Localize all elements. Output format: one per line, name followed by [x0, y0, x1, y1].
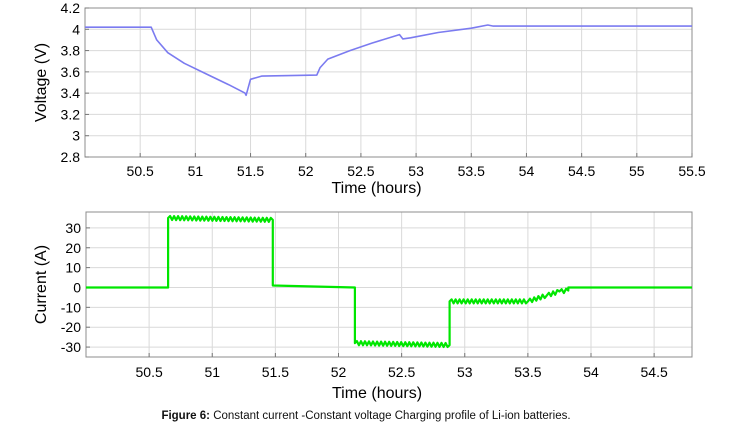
- charts-canvas: 50.5 51 51.5 52 52.5 53 53.5 54 54.5 55 55.5 2.8 3 3.…: [33, 0, 706, 402]
- voltage-ytick-label-6: 4: [72, 21, 80, 37]
- current-ytick-label-2: -10: [61, 299, 81, 315]
- caption-text: Constant current -Constant voltage Charg…: [213, 410, 571, 422]
- current-xtick-label-5: 53: [457, 364, 473, 380]
- voltage-ytick-label-2: 3.2: [61, 106, 81, 122]
- voltage-ytick-label-7: 4.2: [61, 0, 81, 16]
- current-xtick-label-3: 52: [331, 364, 347, 380]
- voltage-chart: 50.5 51 51.5 52 52.5 53 53.5 54 54.5 55 55.5 2.8 3 3.…: [33, 0, 706, 197]
- voltage-xtick-label-1: 51: [188, 163, 204, 179]
- voltage-ylabel: Voltage (V): [33, 43, 50, 122]
- caption-label: Figure 6:: [161, 410, 210, 422]
- voltage-xtick-label-9: 55: [629, 163, 645, 179]
- figure-caption: Figure 6: Constant current -Constant vol…: [0, 410, 732, 422]
- current-ytick-label-4: 10: [65, 260, 81, 276]
- voltage-ytick-label-3: 3.4: [61, 85, 81, 101]
- current-xtick-label-6: 53.5: [514, 364, 541, 380]
- voltage-xtick-label-7: 54: [519, 163, 535, 179]
- current-ytick-label-0: -30: [61, 339, 81, 355]
- voltage-ytick-label-4: 3.6: [61, 64, 81, 80]
- voltage-xlabel: Time (hours): [331, 180, 421, 197]
- current-xlabel: Time (hours): [332, 385, 422, 402]
- voltage-xtick-label-3: 52: [298, 163, 314, 179]
- current-xtick-label-4: 52.5: [388, 364, 415, 380]
- voltage-ytick-label-0: 2.8: [61, 149, 81, 165]
- voltage-xtick-label-5: 53: [408, 163, 424, 179]
- current-xtick-label-1: 51: [204, 364, 220, 380]
- voltage-xtick-label-2: 51.5: [237, 163, 264, 179]
- voltage-ytick-label-1: 3: [72, 128, 80, 144]
- current-plot-area: [86, 212, 692, 357]
- voltage-xtick-label-8: 54.5: [568, 163, 595, 179]
- current-frame: [85, 211, 693, 358]
- current-ytick-label-3: 0: [73, 279, 81, 295]
- current-ytick-label-1: -20: [61, 319, 81, 335]
- current-xtick-label-0: 50.5: [136, 364, 163, 380]
- current-xtick-label-7: 54: [583, 364, 599, 380]
- voltage-frame: [84, 7, 693, 158]
- voltage-xtick-label-6: 53.5: [458, 163, 485, 179]
- current-xtick-label-8: 54.5: [641, 364, 668, 380]
- current-ylabel: Current (A): [33, 245, 50, 324]
- voltage-xtick-label-10: 55.5: [678, 163, 705, 179]
- voltage-ytick-label-5: 3.8: [61, 43, 81, 59]
- current-ytick-label-6: 30: [65, 220, 81, 236]
- voltage-series-line-0: [85, 24, 692, 97]
- current-xtick-label-2: 51.5: [262, 364, 289, 380]
- current-chart: 50.5 51 51.5 52 52.5 53 53.5 54 54.5 -30 -20 -10 0 10…: [33, 211, 693, 402]
- current-ytick-label-5: 20: [65, 240, 81, 256]
- voltage-plot-area: [85, 8, 692, 157]
- current-series-line-0: [86, 214, 692, 349]
- voltage-xtick-label-0: 50.5: [127, 163, 154, 179]
- voltage-xtick-label-4: 52.5: [347, 163, 374, 179]
